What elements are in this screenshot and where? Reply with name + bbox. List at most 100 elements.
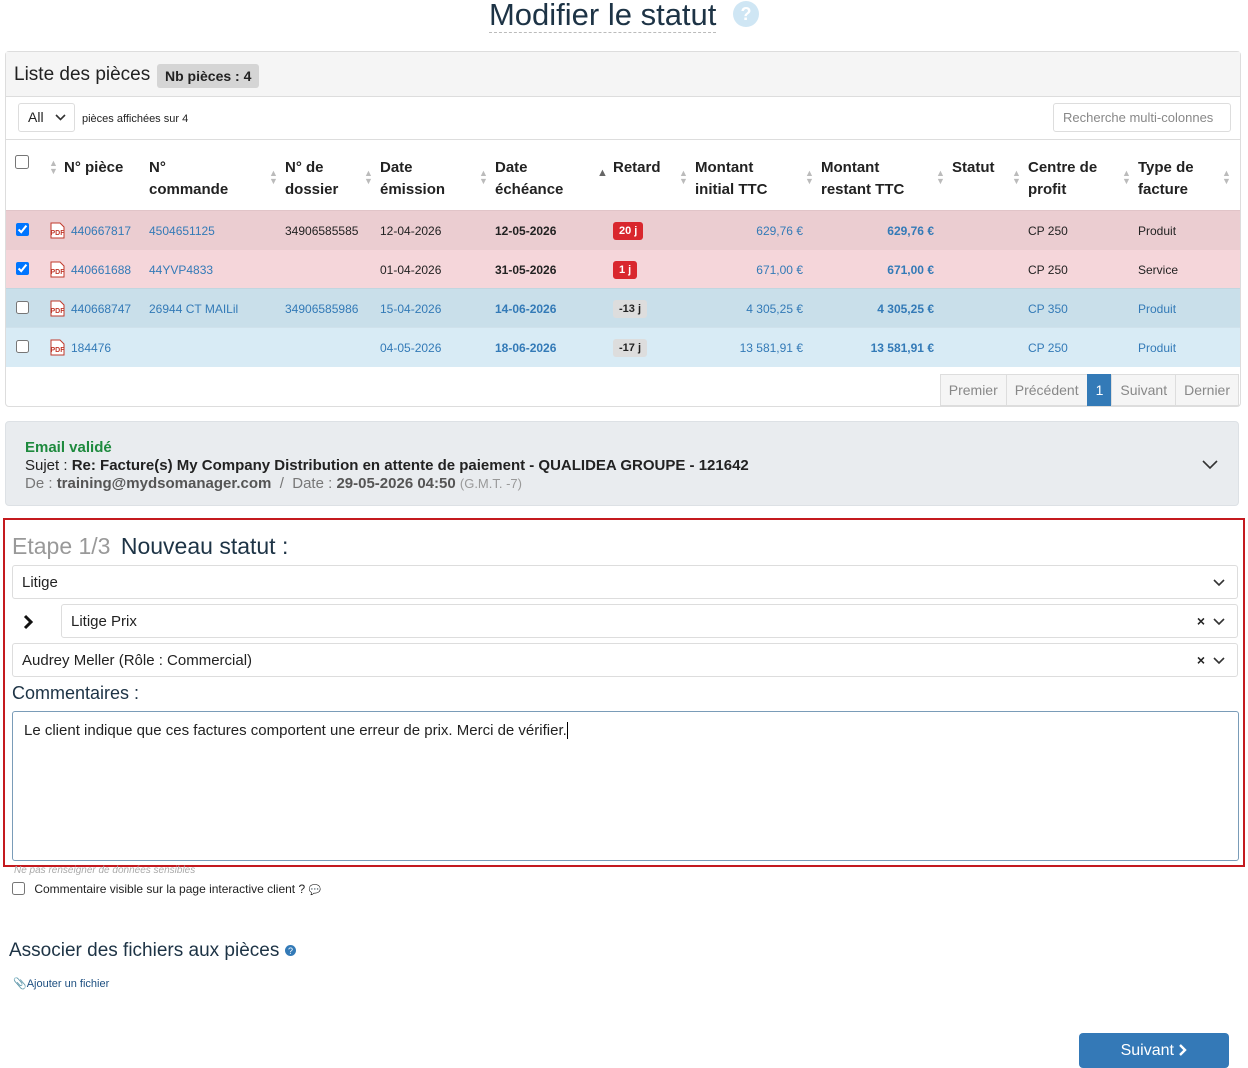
status-value: Litige [22, 574, 58, 591]
cell: 671,00 € [756, 263, 803, 277]
step-heading: Etape 1/3 Nouveau statut : [12, 533, 288, 560]
help-icon[interactable]: ? [284, 945, 296, 956]
add-file[interactable]: 📎Ajouter un fichier [13, 977, 109, 990]
row-checkbox[interactable] [16, 340, 29, 353]
subject-label: Sujet : [25, 457, 68, 474]
cell: 15-04-2026 [380, 302, 442, 316]
help-icon[interactable]: ? [733, 1, 760, 27]
panel-header: Liste des pièces Nb pièces : 4 [6, 52, 1240, 97]
comment-text: Le client indique que ces factures compo… [24, 722, 567, 739]
pieces-panel: Liste des pièces Nb pièces : 4 All pièce… [5, 51, 1241, 407]
column-header: Date échéance [495, 159, 564, 198]
table-row: PDF 440667817 4504651125 34906585585 12-04-2… [6, 210, 1240, 250]
date: 29-05-2026 04:50 [336, 475, 456, 492]
email-subject-line: Sujet : Re: Facture(s) My Company Distri… [25, 457, 749, 474]
clip-icon: 📎 [13, 978, 27, 990]
row-checkbox[interactable] [16, 262, 29, 275]
divider [6, 139, 1240, 140]
email-status: Email validé [25, 439, 112, 456]
substatus-select[interactable]: Litige Prix × [61, 604, 1238, 638]
table-row: PDF 440668747 26944 CT MAILil 34906585986 15… [6, 288, 1240, 328]
delay-badge: -13 j [613, 300, 648, 318]
substatus-value: Litige Prix [71, 613, 137, 630]
svg-text:?: ? [288, 946, 293, 956]
cell: Produit [1138, 224, 1177, 238]
cell: 26944 CT MAILil [149, 302, 239, 316]
column-header: Retard [613, 159, 661, 176]
comment-textarea[interactable]: Le client indique que ces factures compo… [12, 711, 1239, 861]
column-header: Montant initial TTC [695, 159, 768, 198]
cell: CP 250 [1028, 341, 1068, 355]
column-header: Type de facture [1138, 159, 1194, 198]
cell: Service [1138, 263, 1179, 277]
expand-chevron[interactable] [1202, 460, 1218, 470]
page-button[interactable]: Dernier [1175, 374, 1239, 406]
cell: Produit [1138, 341, 1177, 355]
column-header: Date émission [380, 159, 446, 198]
page-button[interactable]: Suivant [1111, 374, 1177, 406]
chevron [1213, 579, 1225, 587]
select-all[interactable] [15, 155, 29, 169]
clear-icon[interactable]: × [1196, 613, 1205, 629]
page-title: Modifier le statut [488, 0, 717, 33]
cell: 4 305,25 € [877, 302, 934, 316]
shown-text: pièces affichées sur 4 [82, 113, 189, 125]
page-title-wrap: Modifier le statut ? [0, 0, 1248, 33]
sort-icon: ▲ ▼ [364, 168, 373, 186]
next-text: Suivant [1120, 1042, 1174, 1059]
cell: 34906585585 [285, 224, 359, 238]
page-button[interactable]: Précédent [1005, 374, 1088, 406]
table-row: PDF 440661688 44YVP4833 01-04-2026 31-05-202… [6, 249, 1240, 289]
cell: 04-05-2026 [380, 341, 442, 355]
cell: 13 581,91 € [739, 341, 803, 355]
cell: 440667817 [71, 224, 132, 238]
cell: 18-06-2026 [495, 341, 557, 355]
cell: 629,76 € [887, 224, 934, 238]
search-input[interactable]: Recherche multi-colonnes [1053, 103, 1231, 132]
step-box: Etape 1/3 Nouveau statut : Litige Litige… [3, 518, 1245, 867]
cell: 31-05-2026 [495, 263, 557, 277]
page-size: All [28, 109, 44, 125]
cell: 12-05-2026 [495, 224, 557, 238]
cell: CP 250 [1028, 224, 1068, 238]
email-box[interactable]: Email validé Sujet : Re: Facture(s) My C… [5, 421, 1239, 506]
visible-checkbox[interactable] [12, 882, 25, 895]
row-checkbox[interactable] [16, 301, 29, 314]
hint: Ne pas renseigner de données sensibles [14, 865, 196, 876]
next-button[interactable]: Suivant [1079, 1033, 1229, 1068]
sort-icon: ▲ ▼ [49, 158, 58, 176]
step-label: Etape 1/3 [12, 533, 111, 559]
status-select[interactable]: Litige [12, 565, 1238, 599]
email-meta: De : training@mydsomanager.com / Date : … [25, 475, 522, 492]
cell: 12-04-2026 [380, 224, 442, 238]
cell: 14-06-2026 [495, 302, 557, 316]
page-size-select[interactable]: All [18, 103, 75, 132]
from-label: De : [25, 475, 53, 492]
comments-label: Commentaires : [12, 683, 140, 703]
svg-text:PDF: PDF [51, 308, 66, 315]
page-button[interactable]: 1 [1086, 374, 1113, 406]
column-header: Montant restant TTC [821, 159, 905, 198]
from: training@mydsomanager.com [56, 475, 272, 492]
cell: 629,76 € [756, 224, 803, 238]
next-arrow [1179, 1044, 1188, 1056]
assignee-select[interactable]: Audrey Meller (Rôle : Commercial) × [12, 643, 1238, 677]
count-badge: Nb pièces : 4 [157, 64, 260, 88]
search-placeholder: Recherche multi-colonnes [1063, 110, 1214, 125]
sort-icon: ▲ ▼ [479, 168, 488, 186]
separator: / [279, 475, 284, 492]
cell: 440668747 [71, 302, 132, 316]
visible-option: Commentaire visible sur la page interact… [12, 882, 321, 896]
cell: 34906585986 [285, 302, 359, 316]
cell: 01-04-2026 [380, 263, 442, 277]
clear-icon[interactable]: × [1196, 652, 1205, 668]
page-button[interactable]: Premier [939, 374, 1007, 406]
cell: Produit [1138, 302, 1177, 316]
comment-icon: 💬 [308, 885, 321, 896]
sort-icon: ▲ ▼ [936, 168, 945, 186]
cell: 44YVP4833 [149, 263, 214, 277]
cell: 4 305,25 € [746, 302, 803, 316]
row-checkbox[interactable] [16, 223, 29, 236]
svg-text:?: ? [741, 4, 752, 24]
